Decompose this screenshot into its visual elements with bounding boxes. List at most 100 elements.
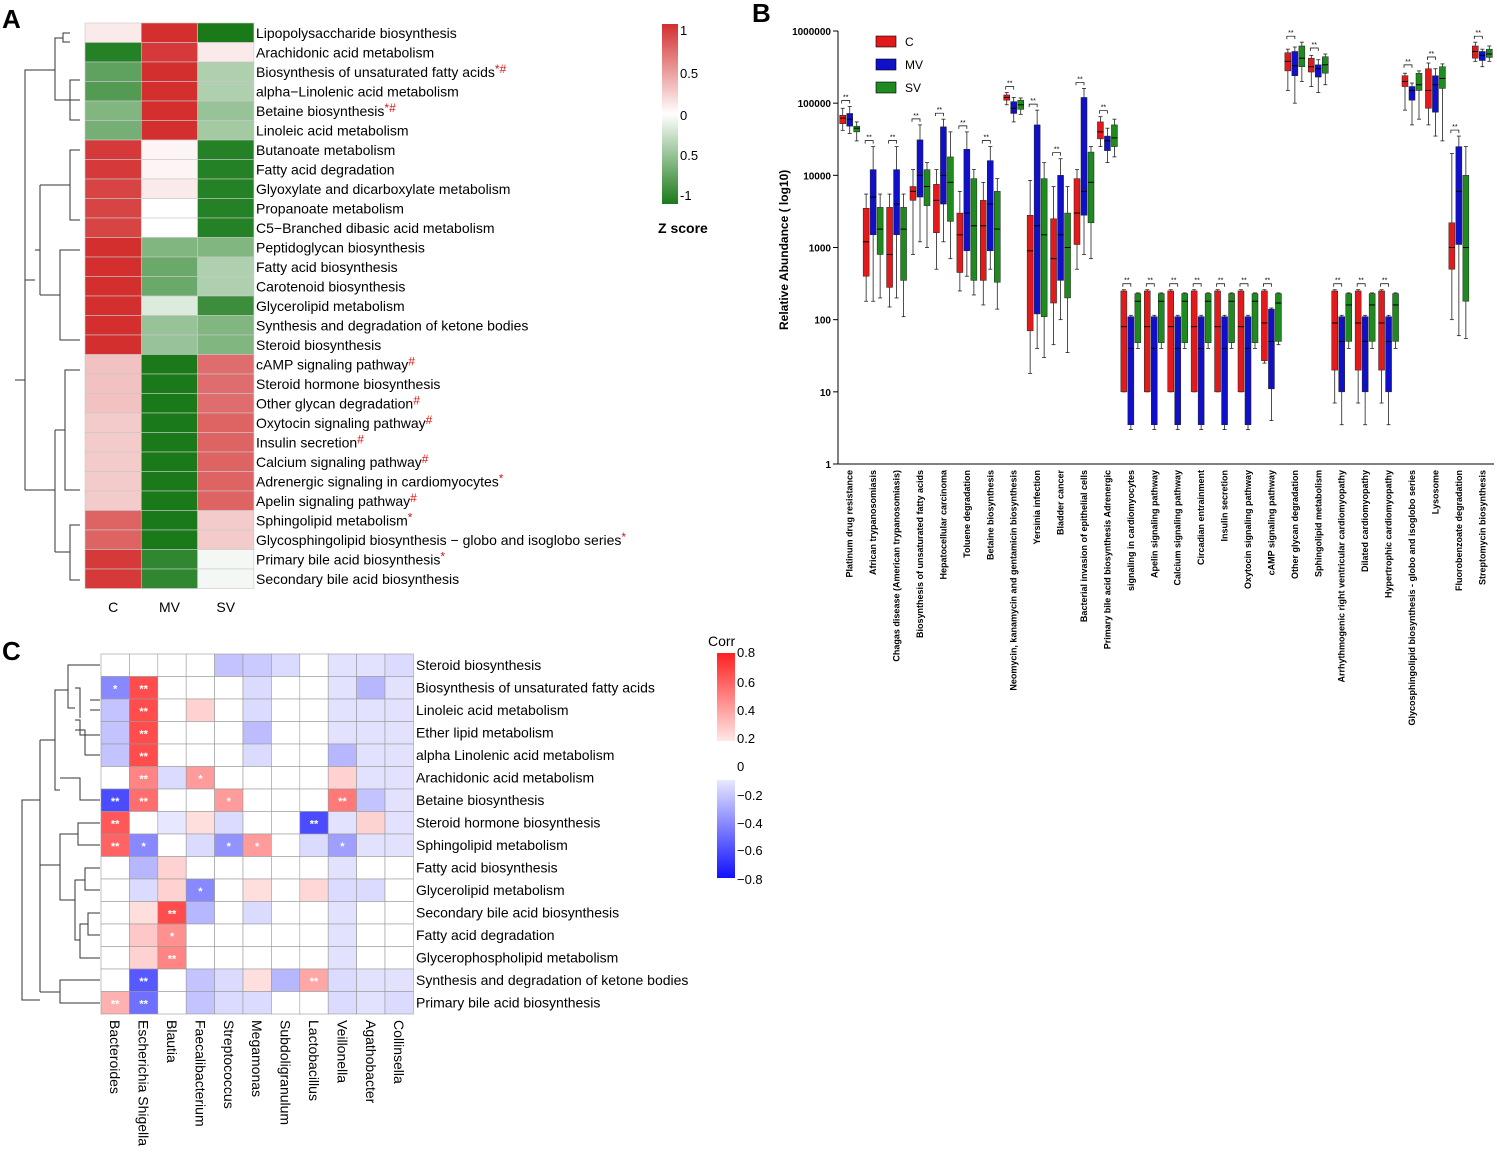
heat-cell: [141, 568, 198, 589]
heat-cell: [141, 159, 198, 180]
corr-cell: [271, 991, 301, 1015]
column-label: MV: [159, 599, 181, 615]
heat-cell: [197, 334, 255, 355]
corr-cell: [100, 721, 130, 745]
zscore-tick: 0.5: [680, 148, 698, 163]
row-label: Sphingolipid metabolism: [416, 837, 568, 853]
row-label: Glyoxylate and dicarboxylate metabolism: [256, 181, 510, 197]
corr-cell: [271, 721, 301, 745]
sig-label: **: [1312, 42, 1318, 49]
corr-cell: [100, 743, 130, 767]
corr-cell: [100, 968, 130, 992]
box-body: [1378, 290, 1385, 371]
sig-label: **: [1218, 278, 1224, 285]
corr-cell: [129, 923, 159, 947]
box-body: [1331, 290, 1338, 371]
row-label: Arachidonic acid metabolism: [256, 45, 434, 61]
heat-cell: [141, 432, 198, 453]
corr-cell: [100, 946, 130, 970]
legend-swatch: [875, 35, 897, 48]
sig-bracket: [1286, 35, 1296, 40]
y-tick-label: 1000: [809, 244, 832, 255]
column-label: Escherichia Shigella: [136, 1020, 152, 1146]
significance-star: **: [111, 796, 120, 808]
row-label: Steroid hormone biosynthesis: [256, 376, 440, 392]
sig-bracket: [1380, 283, 1389, 287]
corr-cell: [214, 968, 244, 992]
dendrogram-branch: [59, 833, 78, 901]
corr-cell: [299, 766, 329, 790]
category-label: Sphingolipid metabolism: [1313, 470, 1323, 577]
box-body: [1221, 316, 1228, 425]
row-label: Calcium signaling pathway#: [256, 452, 429, 470]
sig-label: **: [1476, 30, 1482, 37]
category-label: Betaine biosynthesis: [985, 470, 995, 560]
corr-cell: [214, 721, 244, 745]
column-label: Subdoligranulum: [278, 1020, 294, 1125]
heat-cell: [84, 256, 142, 277]
column-label: SV: [216, 599, 235, 615]
heat-cell: [141, 451, 198, 472]
dendrogram-branch: [62, 32, 70, 43]
box-body: [1064, 212, 1071, 299]
heat-cell: [197, 529, 255, 550]
box-body: [1392, 293, 1399, 342]
heat-cell: [197, 81, 255, 102]
box-body: [970, 178, 978, 281]
corr-cell: [299, 653, 329, 677]
sig-label: **: [1288, 30, 1294, 37]
sig-label: **: [866, 135, 872, 142]
significance-star: **: [111, 819, 120, 831]
row-label: Fatty acid degradation: [416, 927, 555, 943]
heat-cell: [84, 198, 142, 219]
box-body: [1080, 97, 1088, 216]
corr-cell: [185, 923, 215, 947]
significance-star: *: [141, 841, 146, 853]
corr-cell: [384, 676, 414, 700]
corr-cell: [100, 766, 130, 790]
sig-label: **: [843, 94, 849, 101]
significance-star: **: [310, 976, 319, 988]
box-body: [1244, 316, 1252, 425]
sig-bracket: [1145, 283, 1155, 287]
row-label: Glycerophospholipid metabolism: [416, 950, 618, 966]
box-body: [1134, 293, 1142, 343]
corr-cell: [242, 856, 272, 880]
corr-cell: [327, 923, 357, 947]
heat-cell: [84, 42, 142, 63]
heat-cell: [141, 276, 198, 297]
dendrogram-branch: [67, 664, 100, 709]
heat-cell: [84, 568, 142, 589]
corr-heatmap-c: Steroid biosynthesis Biosynthesis of unsa…: [21, 645, 763, 1146]
category-label: Yersinia infection: [1032, 470, 1042, 545]
heat-cell: [141, 139, 198, 160]
legend-label: C: [905, 35, 914, 49]
row-label: Linoleic acid metabolism: [256, 123, 409, 139]
box-body: [1479, 51, 1486, 61]
box-body: [1097, 121, 1104, 140]
row-label: Insulin secretion#: [256, 433, 364, 451]
category-label: Dilated cardiomyopathy: [1360, 470, 1370, 572]
corr-cell: [129, 856, 159, 880]
corr-cell: [185, 698, 215, 722]
box-body: [1415, 72, 1423, 91]
zscore-tick: 0.5: [680, 66, 698, 81]
box-body: [1448, 222, 1456, 270]
row-label: C5−Branched dibasic acid metabolism: [256, 220, 495, 236]
heat-cell: [141, 334, 198, 355]
dendrogram-branch: [69, 79, 80, 121]
corr-cell: [327, 878, 357, 902]
box-body: [1275, 293, 1282, 342]
box-body: [1455, 146, 1463, 245]
box-body: [994, 191, 1001, 283]
dendrogram-branch: [84, 867, 100, 891]
corr-colorbar-positive: [717, 653, 735, 741]
heat-cell: [84, 22, 142, 43]
corr-cell: [242, 968, 272, 992]
corr-cell: [356, 766, 386, 790]
heat-cell: [141, 120, 198, 141]
corr-tick: −0.6: [737, 843, 763, 858]
corr-cell: [299, 923, 329, 947]
significance-mark: *: [440, 550, 445, 564]
sig-label: **: [1405, 59, 1411, 66]
